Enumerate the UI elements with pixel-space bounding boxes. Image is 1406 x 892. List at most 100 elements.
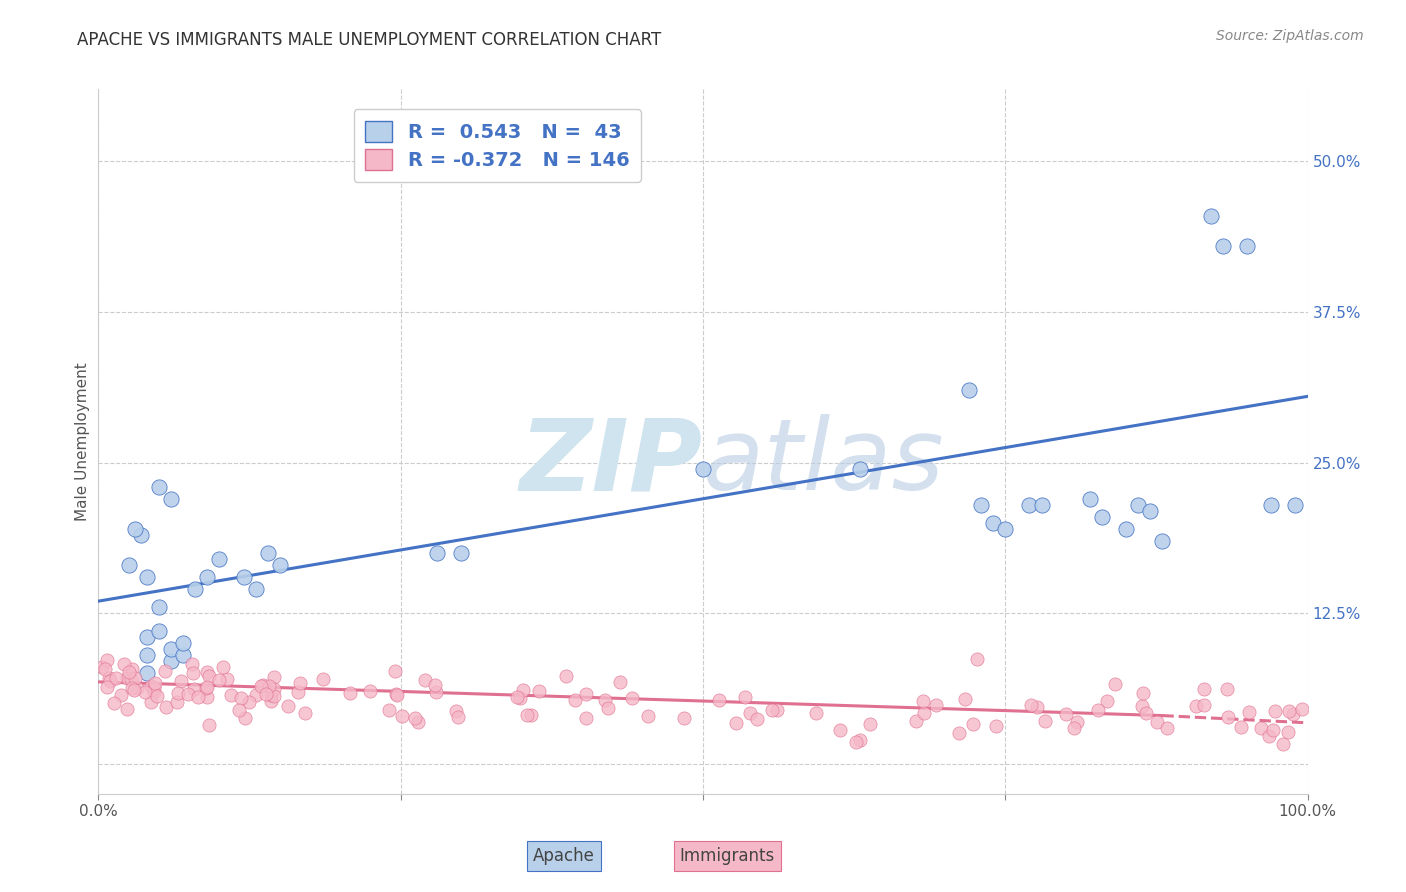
Text: ZIP: ZIP bbox=[520, 414, 703, 511]
Point bbox=[184, 582, 207, 596]
Point bbox=[269, 558, 291, 572]
Point bbox=[245, 582, 267, 596]
Point bbox=[806, 706, 828, 721]
Point bbox=[207, 673, 229, 688]
Point bbox=[1087, 703, 1109, 717]
Point bbox=[761, 703, 783, 717]
Point bbox=[232, 570, 254, 584]
Point bbox=[593, 693, 616, 707]
Point bbox=[447, 710, 470, 724]
Point bbox=[294, 706, 316, 720]
Point bbox=[1199, 209, 1222, 223]
Point bbox=[141, 695, 163, 709]
Point bbox=[211, 659, 233, 673]
Point bbox=[1146, 714, 1168, 729]
Point bbox=[228, 703, 250, 717]
Point bbox=[135, 570, 157, 584]
Point bbox=[738, 706, 761, 721]
Point bbox=[905, 714, 928, 728]
Point bbox=[142, 684, 165, 698]
Point bbox=[148, 480, 170, 494]
Point bbox=[148, 624, 170, 639]
Point bbox=[1054, 707, 1077, 722]
Point bbox=[1250, 721, 1272, 735]
Text: Immigrants: Immigrants bbox=[679, 847, 775, 864]
Point bbox=[384, 687, 406, 701]
Point bbox=[1291, 702, 1313, 716]
Point bbox=[1018, 498, 1040, 512]
Point bbox=[948, 726, 970, 740]
Point bbox=[404, 711, 426, 725]
Point bbox=[160, 642, 183, 657]
Point bbox=[912, 706, 935, 721]
Point bbox=[287, 685, 309, 699]
Point bbox=[672, 711, 695, 725]
Point bbox=[1277, 724, 1299, 739]
Point bbox=[724, 716, 747, 731]
Point bbox=[1216, 710, 1239, 724]
Point bbox=[110, 688, 132, 702]
Point bbox=[1031, 498, 1053, 512]
Point bbox=[229, 691, 252, 706]
Point bbox=[153, 664, 176, 678]
Point bbox=[121, 662, 143, 676]
Point bbox=[707, 693, 730, 707]
Point bbox=[912, 694, 935, 708]
Point bbox=[444, 704, 467, 718]
Point bbox=[277, 698, 299, 713]
Point bbox=[1066, 714, 1088, 729]
Point bbox=[183, 682, 205, 697]
Point bbox=[986, 719, 1008, 733]
Point bbox=[263, 682, 285, 697]
Point bbox=[187, 690, 209, 704]
Point bbox=[423, 678, 446, 692]
Point bbox=[197, 718, 219, 732]
Point bbox=[1128, 498, 1150, 512]
Point bbox=[609, 675, 631, 690]
Point bbox=[97, 671, 120, 685]
Point bbox=[849, 732, 872, 747]
Point bbox=[384, 664, 406, 678]
Point bbox=[238, 694, 260, 708]
Point bbox=[112, 657, 135, 671]
Point bbox=[450, 546, 472, 560]
Point bbox=[105, 671, 128, 685]
Point bbox=[118, 558, 141, 572]
Point bbox=[828, 723, 851, 737]
Point bbox=[1132, 686, 1154, 700]
Point bbox=[554, 668, 576, 682]
Point bbox=[91, 660, 114, 674]
Point bbox=[254, 687, 277, 701]
Point bbox=[957, 384, 980, 398]
Point bbox=[1260, 498, 1282, 512]
Point bbox=[1282, 706, 1305, 721]
Point bbox=[1278, 705, 1301, 719]
Point bbox=[1261, 723, 1284, 738]
Point bbox=[288, 676, 311, 690]
Point bbox=[1152, 533, 1174, 548]
Point bbox=[1095, 694, 1118, 708]
Point bbox=[621, 691, 644, 706]
Point bbox=[195, 665, 218, 679]
Point bbox=[692, 461, 714, 475]
Point bbox=[180, 657, 202, 672]
Text: Source: ZipAtlas.com: Source: ZipAtlas.com bbox=[1216, 29, 1364, 43]
Point bbox=[1063, 722, 1085, 736]
Point bbox=[845, 735, 868, 749]
Point bbox=[415, 673, 437, 687]
Point bbox=[1104, 677, 1126, 691]
Point bbox=[596, 701, 619, 715]
Point bbox=[962, 717, 984, 731]
Point bbox=[181, 665, 204, 680]
Point bbox=[215, 673, 238, 687]
Point bbox=[745, 712, 768, 726]
Point bbox=[1078, 491, 1101, 506]
Point bbox=[509, 691, 531, 706]
Point bbox=[263, 690, 285, 704]
Point bbox=[148, 600, 170, 615]
Point bbox=[142, 681, 165, 695]
Point bbox=[233, 711, 256, 725]
Point bbox=[208, 552, 231, 566]
Point bbox=[98, 674, 121, 689]
Point bbox=[1035, 714, 1057, 729]
